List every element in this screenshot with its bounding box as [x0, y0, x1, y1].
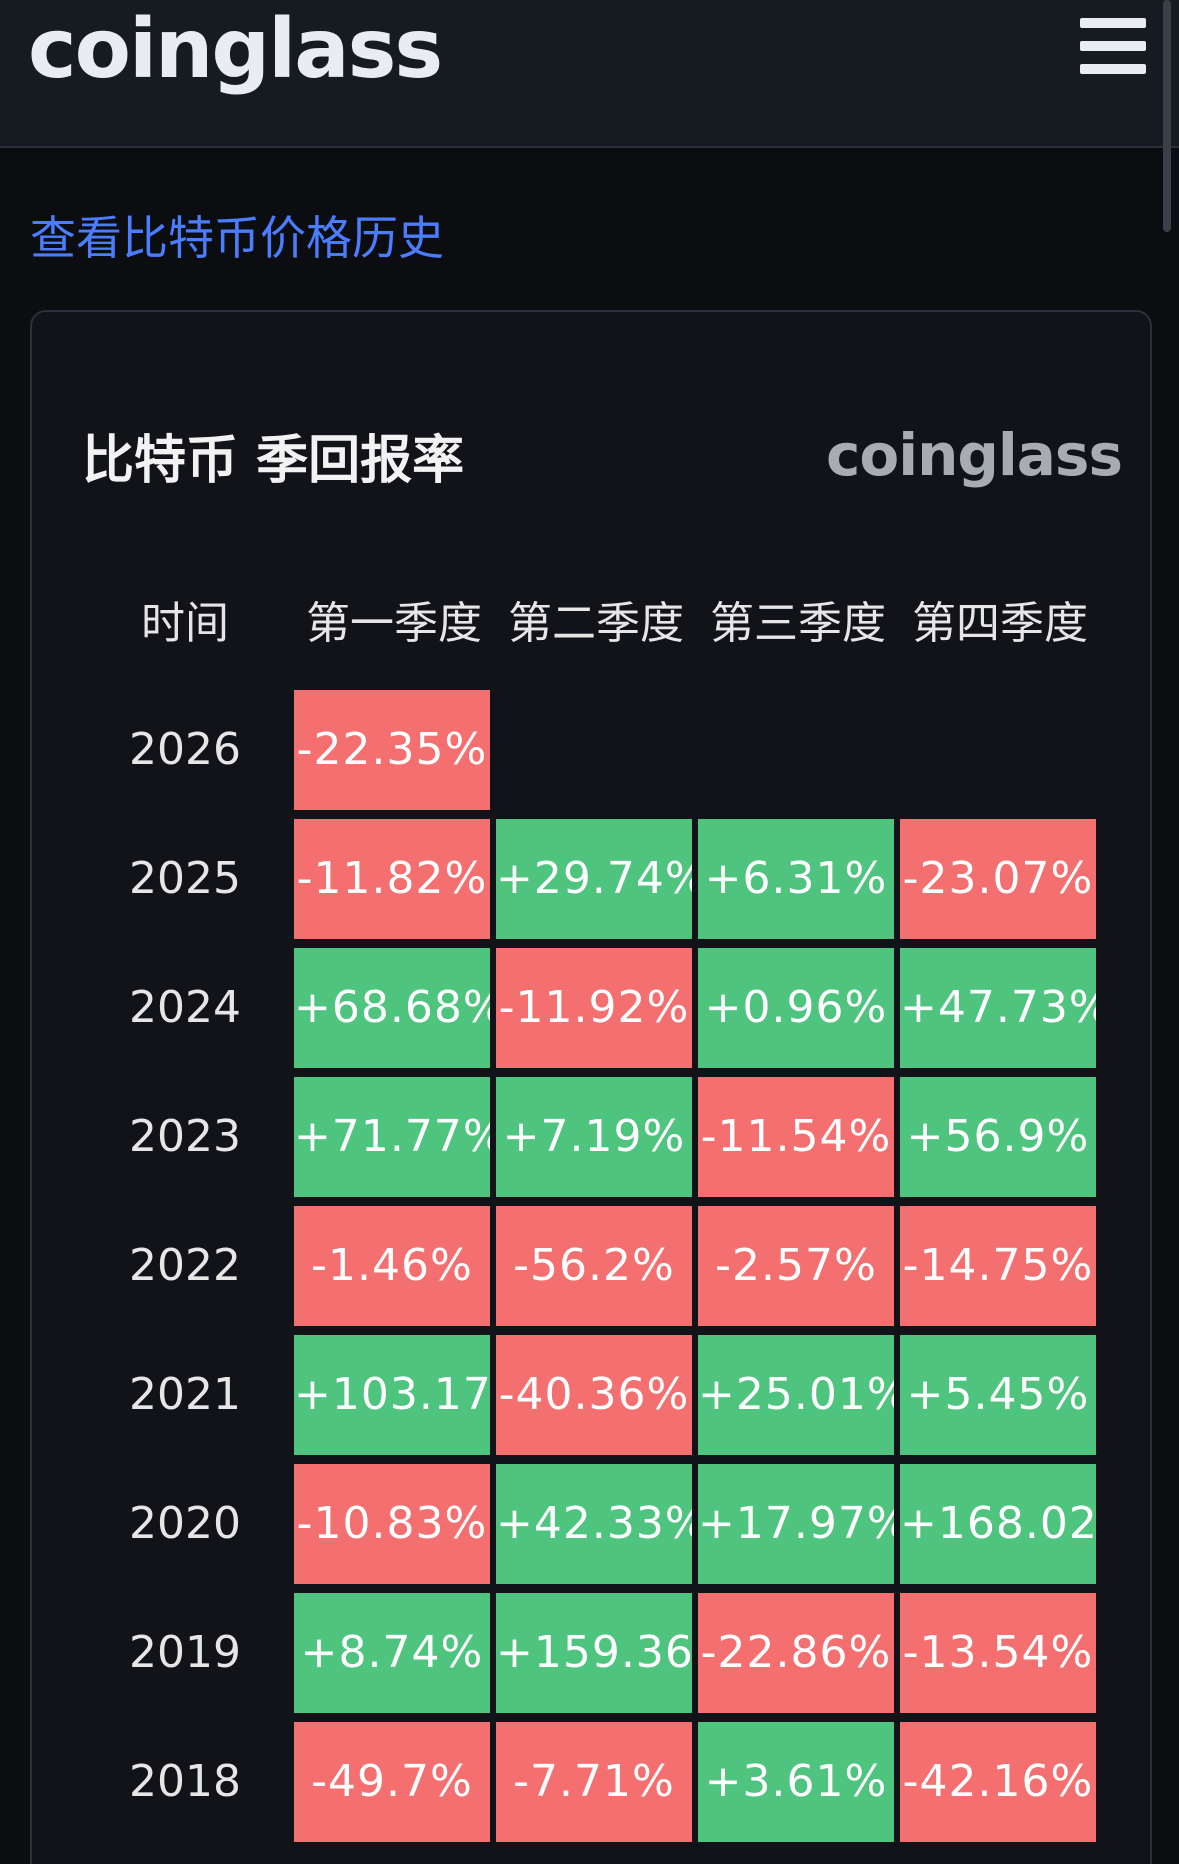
return-cell-2024-q1[interactable]: +68.68%	[294, 948, 490, 1068]
column-header-q4: 第四季度	[912, 598, 1088, 649]
hamburger-menu-icon[interactable]	[1080, 18, 1146, 74]
coinglass-watermark: coinglass	[826, 421, 1123, 489]
return-cell-2019-q1[interactable]: +8.74%	[294, 1593, 490, 1713]
return-cell-2018-q3[interactable]: +3.61%	[698, 1722, 894, 1842]
year-label-2021: 2021	[129, 1369, 241, 1420]
year-label-2019: 2019	[129, 1627, 241, 1678]
year-label-2023: 2023	[129, 1111, 241, 1162]
return-cell-2022-q1[interactable]: -1.46%	[294, 1206, 490, 1326]
return-cell-2023-q3[interactable]: -11.54%	[698, 1077, 894, 1197]
menu-bar-bottom	[1080, 64, 1146, 74]
return-cell-2022-q2[interactable]: -56.2%	[496, 1206, 692, 1326]
top-header: coinglass	[0, 0, 1179, 148]
column-header-q1: 第一季度	[306, 598, 482, 649]
return-cell-2024-q3[interactable]: +0.96%	[698, 948, 894, 1068]
return-cell-2019-q3[interactable]: -22.86%	[698, 1593, 894, 1713]
return-cell-2026-q1[interactable]: -22.35%	[294, 690, 490, 810]
return-cell-2025-q1[interactable]: -11.82%	[294, 819, 490, 939]
return-cell-2024-q4[interactable]: +47.73%	[900, 948, 1096, 1068]
return-cell-2020-q3[interactable]: +17.97%	[698, 1464, 894, 1584]
year-label-2026: 2026	[129, 724, 241, 775]
card-title: 比特币 季回报率	[82, 431, 465, 491]
column-header-q2: 第二季度	[508, 598, 684, 649]
return-cell-2020-q4[interactable]: +168.02%	[900, 1464, 1096, 1584]
return-cell-2021-q3[interactable]: +25.01%	[698, 1335, 894, 1455]
return-cell-2025-q4[interactable]: -23.07%	[900, 819, 1096, 939]
year-label-2024: 2024	[129, 982, 241, 1033]
return-cell-2023-q4[interactable]: +56.9%	[900, 1077, 1096, 1197]
year-label-2020: 2020	[129, 1498, 241, 1549]
return-cell-2025-q3[interactable]: +6.31%	[698, 819, 894, 939]
return-cell-2019-q2[interactable]: +159.36%	[496, 1593, 692, 1713]
year-label-2022: 2022	[129, 1240, 241, 1291]
return-cell-2024-q2[interactable]: -11.92%	[496, 948, 692, 1068]
column-header-time: 时间	[141, 598, 229, 649]
year-label-2018: 2018	[129, 1756, 241, 1807]
return-cell-2020-q2[interactable]: +42.33%	[496, 1464, 692, 1584]
return-cell-2018-q1[interactable]: -49.7%	[294, 1722, 490, 1842]
view-btc-price-history-link[interactable]: 查看比特币价格历史	[30, 211, 444, 265]
menu-bar-middle	[1080, 41, 1146, 51]
return-cell-2021-q2[interactable]: -40.36%	[496, 1335, 692, 1455]
year-label-2025: 2025	[129, 853, 241, 904]
return-cell-2020-q1[interactable]: -10.83%	[294, 1464, 490, 1584]
return-cell-2018-q4[interactable]: -42.16%	[900, 1722, 1096, 1842]
return-cell-2021-q1[interactable]: +103.17%	[294, 1335, 490, 1455]
menu-bar-top	[1080, 18, 1146, 28]
column-header-q3: 第三季度	[710, 598, 886, 649]
return-cell-2022-q3[interactable]: -2.57%	[698, 1206, 894, 1326]
return-cell-2019-q4[interactable]: -13.54%	[900, 1593, 1096, 1713]
return-cell-2025-q2[interactable]: +29.74%	[496, 819, 692, 939]
page-scrollbar[interactable]	[1163, 0, 1171, 232]
return-cell-2023-q1[interactable]: +71.77%	[294, 1077, 490, 1197]
return-cell-2021-q4[interactable]: +5.45%	[900, 1335, 1096, 1455]
coinglass-logo[interactable]: coinglass	[28, 2, 443, 97]
return-cell-2022-q4[interactable]: -14.75%	[900, 1206, 1096, 1326]
return-cell-2023-q2[interactable]: +7.19%	[496, 1077, 692, 1197]
return-cell-2018-q2[interactable]: -7.71%	[496, 1722, 692, 1842]
